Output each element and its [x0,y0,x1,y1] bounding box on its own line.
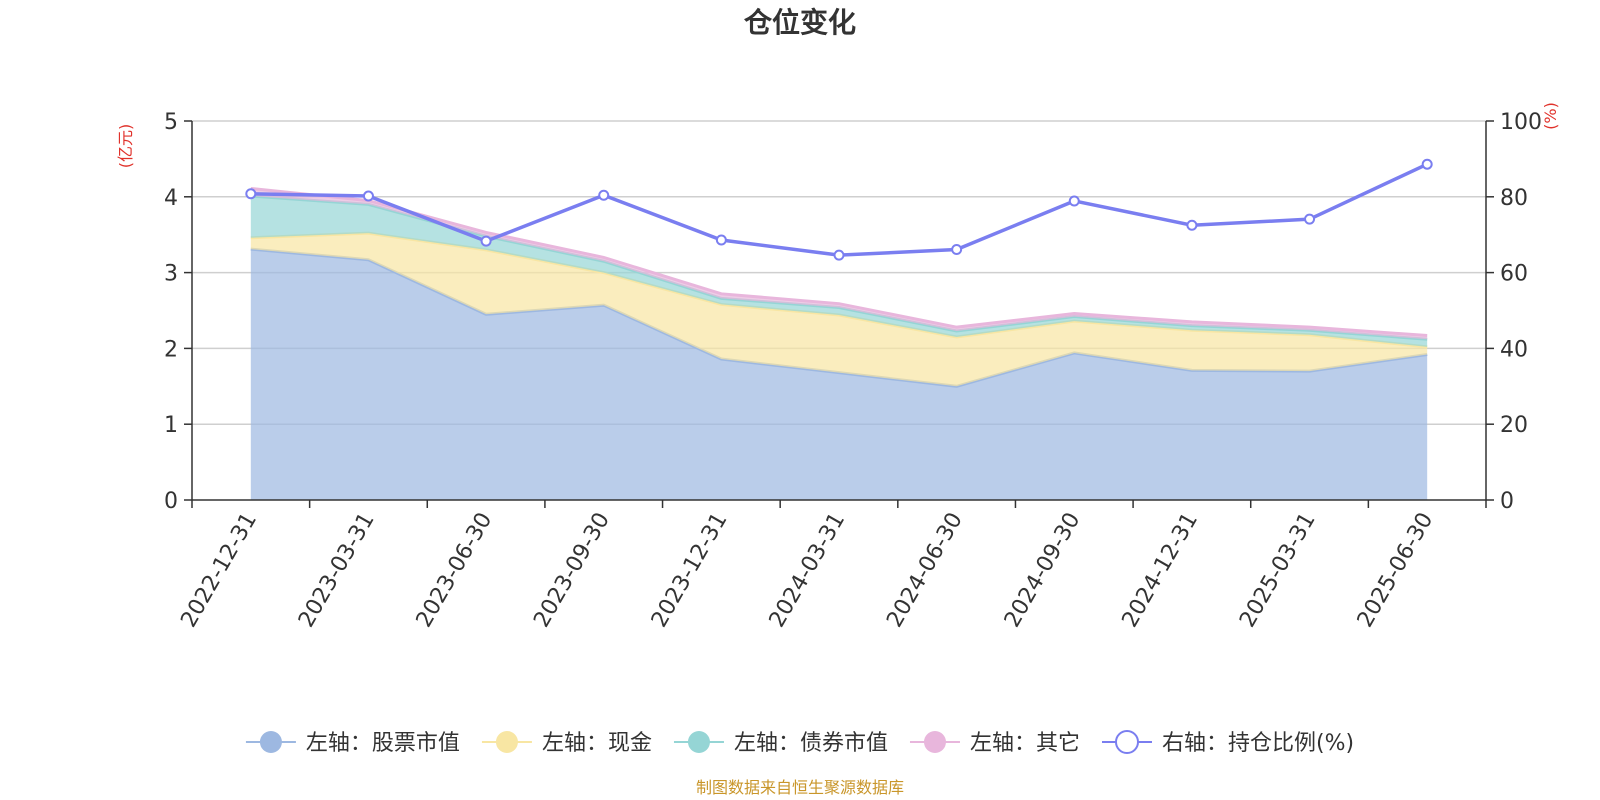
legend[interactable]: 左轴：股票市值 左轴：现金 左轴：债券市值 左轴：其它 右轴：持仓比例(%) [245,730,1354,756]
line-point [480,235,492,247]
line-point [715,234,727,246]
left-axis-tick-label: 4 [164,186,178,211]
legend-label: 左轴：其它 [970,731,1080,756]
legend-label: 左轴：股票市值 [306,731,460,756]
left-axis-tick-label: 2 [164,337,178,362]
left-axis-tick-label: 5 [164,110,178,135]
x-axis-tick-label: 2022-12-31 [176,509,262,632]
right-axis-unit: (%) [1541,102,1560,130]
right-axis-tick-label: 80 [1500,186,1528,211]
legend-label: 左轴：现金 [542,731,652,756]
legend-label: 右轴：持仓比例(%) [1162,731,1354,756]
line-point [1421,158,1433,170]
legend-symbol-circle [495,731,518,753]
x-axis-tick-label: 2023-03-31 [294,509,380,632]
area-左轴：现金 [250,233,1428,387]
legend-symbol-circle [923,731,946,753]
x-axis-tick-label: 2023-06-30 [412,509,498,632]
x-axis-tick-label: 2024-06-30 [882,509,968,632]
line-point [1304,213,1316,225]
left-axis-unit: (亿元) [116,124,135,169]
x-axis-tick-label: 2024-09-30 [1000,509,1086,632]
right-axis-tick-label: 20 [1500,413,1528,438]
line-point [951,243,963,255]
area-左轴：股票市值 [250,249,1428,500]
x-axis-tick-label: 2024-12-31 [1118,509,1204,632]
chart-title: 仓位变化 [744,6,856,39]
line-point [362,190,374,202]
x-axis-tick-label: 2025-06-30 [1353,509,1439,632]
left-axis-tick-label: 0 [164,489,178,514]
area-左轴：债券市值 [250,196,1428,347]
legend-symbol-circle [259,731,282,753]
data-source-note: 制图数据来自恒生聚源数据库 [696,778,904,797]
area-edge-左轴：其它 [250,186,1428,338]
line-layer [245,158,1433,261]
x-axis-tick-label: 2023-12-31 [647,509,733,632]
right-axis-tick-label: 100 [1500,110,1542,135]
line-point [598,189,610,201]
legend-item[interactable]: 左轴：其它 [909,731,1080,756]
x-axis-tick-label: 2023-09-30 [529,509,615,632]
legend-label: 左轴：债券市值 [734,731,888,756]
legend-item[interactable]: 左轴：现金 [481,731,652,756]
left-axis-tick-label: 1 [164,413,178,438]
area-左轴：其它 [250,188,1428,340]
line-point [1068,195,1080,207]
left-axis-tick-label: 3 [164,262,178,287]
legend-item[interactable]: 右轴：持仓比例(%) [1101,730,1354,756]
right-axis-tick-label: 60 [1500,262,1528,287]
x-axis-tick-label: 2025-03-31 [1235,509,1321,632]
legend-symbol-circle [687,731,710,753]
right-axis-tick-label: 0 [1500,489,1514,514]
right-axis-tick-label: 40 [1500,337,1528,362]
legend-item[interactable]: 左轴：债券市值 [673,731,888,756]
area-layer [250,186,1428,500]
line-point [1186,219,1198,231]
legend-symbol-circle [1114,730,1139,754]
line-point [245,188,257,200]
line-point [833,249,845,261]
x-axis-tick-label: 2024-03-31 [765,509,851,632]
legend-item[interactable]: 左轴：股票市值 [245,731,460,756]
